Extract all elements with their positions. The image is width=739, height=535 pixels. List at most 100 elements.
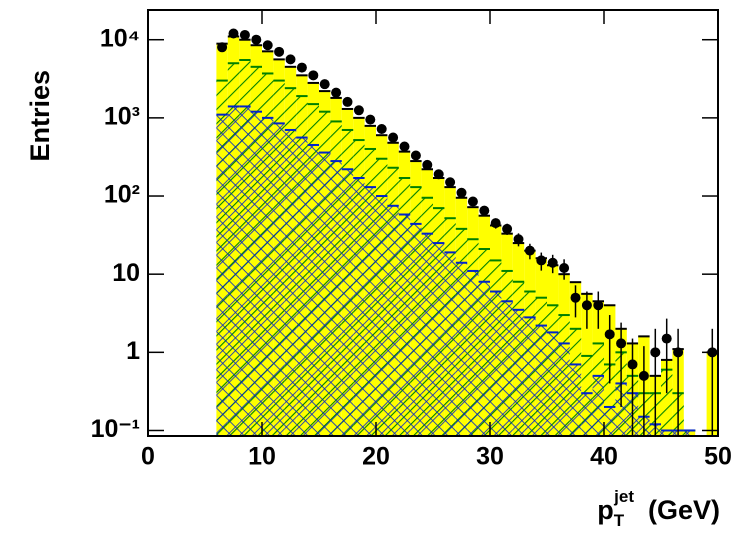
- x-tick-label: 20: [362, 443, 390, 471]
- data-point: [604, 329, 615, 340]
- data-point: [251, 34, 262, 45]
- bin: [227, 106, 240, 436]
- bin: [444, 252, 456, 436]
- bin: [319, 152, 331, 436]
- data-point: [433, 169, 444, 180]
- bin: [353, 178, 365, 437]
- bin: [364, 187, 376, 436]
- bin: [581, 393, 593, 436]
- bin: [535, 325, 547, 436]
- data-point: [479, 205, 490, 216]
- bin: [547, 332, 559, 436]
- bin: [592, 375, 604, 436]
- data-point: [593, 300, 604, 311]
- data-point: [422, 159, 433, 170]
- bin: [330, 161, 342, 436]
- bin: [398, 214, 411, 436]
- frame: [147, 9, 719, 437]
- bin: [569, 364, 582, 436]
- bin: [307, 144, 319, 436]
- data-point: [559, 262, 570, 273]
- data-point: [285, 54, 296, 65]
- bin: [683, 430, 696, 436]
- y-tick-label: 10⁻¹: [91, 415, 140, 443]
- x-tick-label: 0: [141, 443, 155, 471]
- x-axis-label: pTjet (GeV): [597, 487, 720, 530]
- bin: [250, 111, 262, 436]
- x-tick-label: 50: [704, 443, 732, 471]
- bin: [341, 169, 354, 436]
- data-point: [388, 132, 399, 143]
- bin: [376, 196, 388, 436]
- bin: [410, 223, 422, 436]
- y-tick-label: 10⁴: [100, 24, 140, 52]
- x-label-sup: jet: [613, 487, 634, 506]
- data-point: [616, 338, 627, 349]
- data-point: [467, 196, 478, 207]
- bin: [604, 364, 616, 436]
- data-point: [353, 105, 364, 116]
- x-tick-label: 30: [476, 443, 504, 471]
- data-point: [524, 245, 535, 256]
- bin: [433, 243, 445, 436]
- data-point: [536, 255, 547, 266]
- y-axis-label: Entries: [25, 70, 55, 162]
- y-tick-label: 1: [126, 337, 140, 365]
- data-point: [319, 79, 330, 90]
- data-point: [513, 234, 524, 245]
- data-point: [627, 359, 638, 370]
- data-point: [661, 333, 672, 344]
- data-point: [342, 96, 353, 107]
- bin: [455, 262, 468, 436]
- bin: [273, 123, 285, 437]
- x-tick-label: 40: [590, 443, 618, 471]
- bin: [661, 369, 673, 436]
- bin: [501, 301, 513, 436]
- data-point: [456, 187, 467, 198]
- data-point: [239, 29, 250, 40]
- plot-area: [216, 28, 718, 437]
- data-point: [228, 28, 239, 39]
- bin: [524, 317, 536, 436]
- bin: [661, 430, 673, 436]
- bin: [490, 291, 502, 436]
- bin: [478, 281, 490, 436]
- data-point: [445, 177, 456, 188]
- data-point: [581, 300, 592, 311]
- bin: [387, 205, 399, 436]
- data-point: [650, 347, 661, 358]
- bin: [262, 117, 274, 437]
- data-point: [376, 124, 387, 135]
- x-label-unit: (GeV): [648, 495, 720, 525]
- data-point: [399, 141, 410, 152]
- data-point: [296, 62, 307, 73]
- y-tick-label: 10: [112, 259, 140, 287]
- bin: [467, 270, 479, 436]
- bin: [512, 309, 525, 436]
- data-point: [638, 370, 649, 381]
- data-point: [502, 223, 513, 234]
- data-point: [490, 218, 501, 229]
- data-point: [331, 87, 342, 98]
- bin: [296, 137, 308, 437]
- data-point: [217, 42, 228, 53]
- bin: [216, 114, 228, 436]
- bin: [615, 383, 627, 436]
- data-point: [673, 347, 684, 358]
- data-point: [262, 40, 273, 51]
- x-tick-label: 10: [248, 443, 276, 471]
- bin: [604, 406, 616, 436]
- bin: [558, 343, 570, 436]
- bin: [284, 129, 297, 436]
- y-tick-label: 10³: [104, 102, 140, 130]
- bin: [421, 233, 433, 436]
- x-label-sub: T: [614, 511, 625, 530]
- data-point: [547, 257, 558, 268]
- data-point: [365, 114, 376, 125]
- bin: [239, 106, 251, 436]
- y-tick-label: 10²: [104, 181, 140, 209]
- data-point: [570, 292, 581, 303]
- x-label-base: p: [597, 495, 614, 525]
- data-point: [308, 70, 319, 81]
